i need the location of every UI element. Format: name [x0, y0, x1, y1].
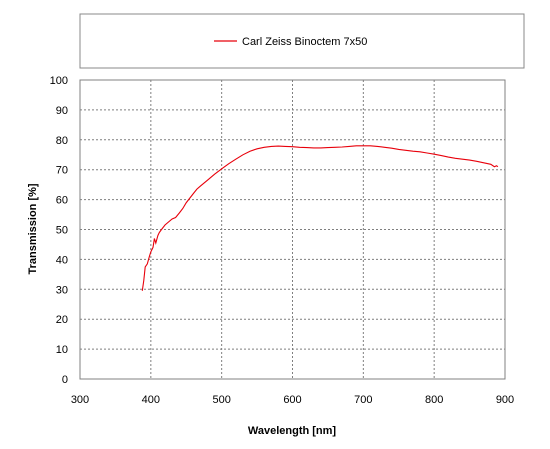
y-tick-label: 20: [56, 314, 68, 326]
x-tick-label: 500: [212, 394, 230, 406]
y-tick-label: 10: [56, 344, 68, 356]
x-tick-label: 600: [283, 394, 301, 406]
x-axis-title: Wavelength [nm]: [248, 425, 337, 437]
plot-area-border: [79, 79, 506, 380]
x-tick-label: 900: [496, 394, 514, 406]
y-axis-title: Transmission [%]: [27, 183, 39, 274]
y-tick-label: 90: [56, 105, 68, 117]
y-tick-label: 80: [56, 135, 68, 147]
y-tick-label: 40: [56, 254, 68, 266]
x-tick-label: 700: [354, 394, 372, 406]
y-tick-label: 60: [56, 195, 68, 207]
x-tick-label: 400: [142, 394, 160, 406]
x-tick-label: 300: [71, 394, 89, 406]
legend-label: Carl Zeiss Binoctem 7x50: [242, 36, 367, 48]
legend-box: [79, 13, 525, 69]
y-tick-label: 30: [56, 284, 68, 296]
series-line-carl-zeiss-binoctem: [141, 145, 499, 291]
y-tick-label: 0: [62, 374, 68, 386]
y-tick-label: 100: [50, 75, 68, 87]
y-tick-label: 50: [56, 225, 68, 237]
tick-labels: 300 400 500 600 700 800 900 0 10 20 30 40 50 60 70 80 90…: [50, 75, 515, 406]
x-tick-label: 800: [425, 394, 443, 406]
y-tick-label: 70: [56, 165, 68, 177]
grid-lines: [80, 80, 505, 379]
